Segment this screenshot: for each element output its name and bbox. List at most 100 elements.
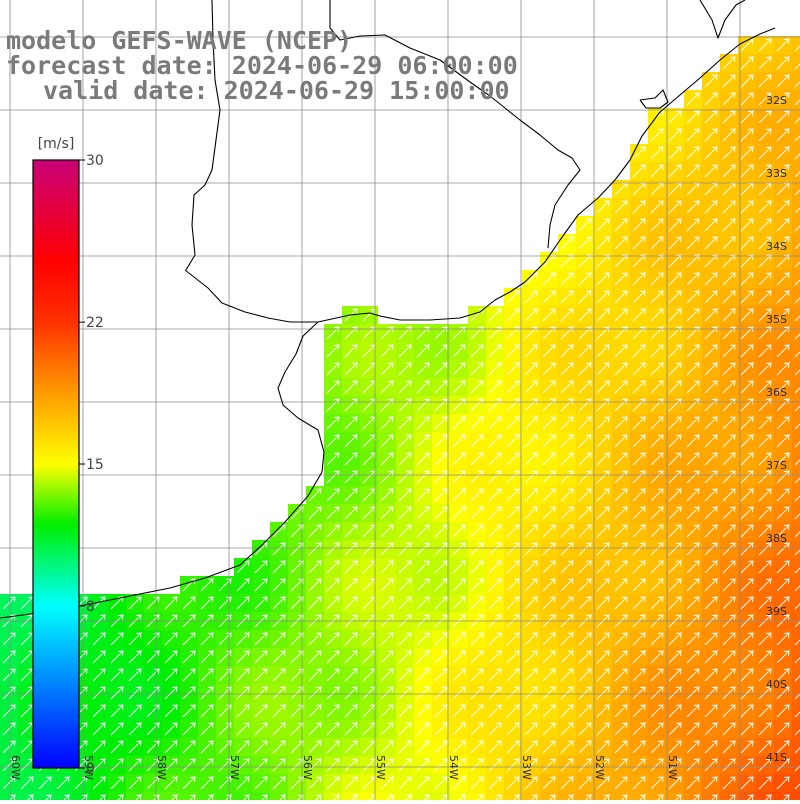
wind-arrow [614, 524, 628, 538]
lon-label: 51W [666, 755, 679, 780]
wind-arrow [686, 128, 700, 142]
wind-arrow [308, 524, 322, 538]
wind-arrow [416, 434, 430, 448]
wind-arrow [452, 686, 466, 700]
field-cell [792, 126, 800, 144]
wind-arrow [452, 740, 466, 754]
wind-arrow [470, 344, 484, 358]
wind-arrow [794, 693, 800, 700]
wind-arrow [308, 578, 322, 592]
wind-arrow [398, 704, 412, 718]
wind-arrow [488, 578, 502, 592]
colorbar-gradient [32, 159, 80, 769]
field-cell [792, 558, 800, 576]
wind-arrow [794, 567, 800, 574]
wind-arrow [344, 740, 358, 754]
wind-arrow [596, 650, 610, 664]
wind-arrow [254, 596, 268, 610]
wind-arrow [200, 740, 214, 754]
wind-arrow [668, 308, 682, 322]
wind-arrow [794, 117, 800, 124]
wind-arrow [722, 92, 736, 106]
wind-arrow [470, 416, 484, 430]
wind-arrow [398, 740, 412, 754]
wind-arrow [506, 452, 520, 466]
wind-arrow [650, 434, 664, 448]
wind-arrow [632, 560, 646, 574]
wind-arrow [326, 578, 340, 592]
field-cell [792, 54, 800, 72]
wind-arrow [596, 344, 610, 358]
wind-arrow [722, 560, 736, 574]
wind-arrow [308, 758, 322, 772]
wind-arrow [542, 650, 556, 664]
field-cell [792, 774, 800, 792]
wind-arrow [668, 596, 682, 610]
wind-arrow [506, 542, 520, 556]
map-title: modelo GEFS-WAVE (NCEP) forecast date: 2… [6, 28, 566, 103]
wind-arrow [182, 758, 196, 772]
wind-arrow [578, 686, 592, 700]
wind-arrow [542, 776, 556, 790]
wind-arrow [632, 452, 646, 466]
wind-arrow [758, 524, 772, 538]
wind-arrow [398, 560, 412, 574]
wind-arrow [794, 243, 800, 250]
field-cell [792, 306, 800, 324]
wind-arrow [632, 632, 646, 646]
wind-arrow [434, 488, 448, 502]
wind-arrow [650, 146, 664, 160]
wind-arrow [722, 380, 736, 394]
wind-arrow [776, 704, 790, 718]
wind-arrow [704, 272, 718, 286]
wind-arrow [614, 308, 628, 322]
field-cell [792, 666, 800, 684]
wind-arrow [650, 290, 664, 304]
wind-arrow [164, 686, 178, 700]
wind-arrow [452, 668, 466, 682]
wind-arrow [524, 560, 538, 574]
field-cell [792, 252, 800, 270]
wind-arrow [614, 290, 628, 304]
wind-arrow [794, 207, 800, 214]
lat-label: 34S [766, 240, 787, 253]
wind-arrow [758, 362, 772, 376]
wind-arrow [434, 704, 448, 718]
wind-arrow [452, 452, 466, 466]
wind-arrow [650, 254, 664, 268]
wind-arrow [722, 452, 736, 466]
wind-arrow [524, 668, 538, 682]
wind-arrow [560, 254, 574, 268]
wind-arrow [380, 740, 394, 754]
wind-arrow [308, 488, 322, 502]
wind-arrow [578, 758, 592, 772]
colorbar-tick-label: 8 [86, 599, 95, 615]
wind-arrow [722, 308, 736, 322]
wind-arrow [578, 236, 592, 250]
wind-arrow [704, 740, 718, 754]
coast-path [329, 0, 581, 249]
coast-path [699, 0, 746, 39]
wind-arrow [326, 632, 340, 646]
wind-arrow [398, 416, 412, 430]
wind-arrow [668, 452, 682, 466]
wind-arrow [110, 704, 124, 718]
wind-arrow [704, 578, 718, 592]
wind-arrow [398, 632, 412, 646]
field-cell [792, 198, 800, 216]
wind-arrow [794, 315, 800, 322]
wind-arrow [470, 506, 484, 520]
wind-arrow [308, 686, 322, 700]
wind-arrow [578, 650, 592, 664]
wind-arrow [380, 650, 394, 664]
lat-label: 33S [766, 167, 787, 180]
wind-arrow [380, 560, 394, 574]
wind-arrow [722, 632, 736, 646]
wind-arrow [722, 704, 736, 718]
wind-arrow [578, 506, 592, 520]
wind-arrow [416, 632, 430, 646]
wind-arrow [776, 560, 790, 574]
wind-arrow [578, 704, 592, 718]
wind-arrow [488, 362, 502, 376]
wind-arrow [470, 758, 484, 772]
